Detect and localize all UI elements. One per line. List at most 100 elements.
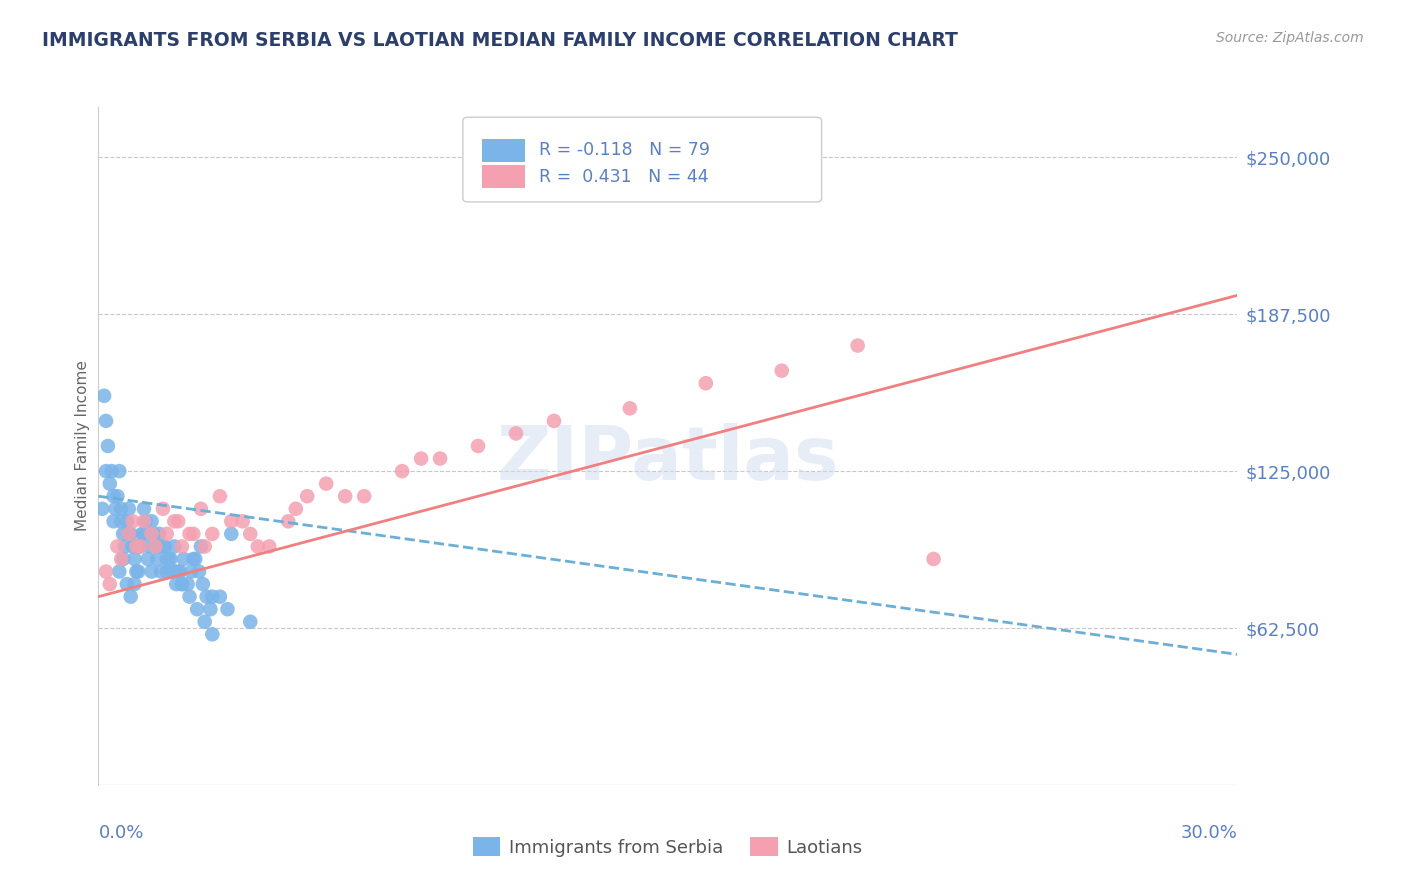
Point — [141, 565, 163, 579]
Point — [170, 577, 193, 591]
Point — [183, 527, 205, 541]
Point — [132, 527, 155, 541]
Point — [221, 527, 243, 541]
Point — [118, 527, 141, 541]
Point — [115, 577, 138, 591]
FancyBboxPatch shape — [482, 165, 526, 188]
Point — [335, 489, 357, 503]
Point — [186, 602, 208, 616]
Point — [97, 439, 120, 453]
Point — [391, 464, 413, 478]
Point — [188, 565, 211, 579]
Point — [429, 451, 451, 466]
Point — [98, 577, 121, 591]
Point — [159, 552, 181, 566]
Point — [107, 489, 129, 503]
Point — [194, 540, 217, 554]
Point — [115, 514, 138, 528]
Point — [129, 540, 152, 554]
Point — [93, 389, 115, 403]
Point — [152, 540, 174, 554]
Point — [201, 590, 224, 604]
Point — [922, 552, 945, 566]
Point — [259, 540, 281, 554]
Point — [103, 489, 125, 503]
Text: 0.0%: 0.0% — [98, 824, 143, 842]
Point — [246, 540, 269, 554]
Point — [163, 514, 186, 528]
Point — [114, 540, 136, 554]
Point — [846, 338, 869, 352]
Point — [91, 501, 114, 516]
Legend: Immigrants from Serbia, Laotians: Immigrants from Serbia, Laotians — [465, 830, 870, 864]
Point — [156, 565, 179, 579]
Text: ZIPatlas: ZIPatlas — [496, 423, 839, 496]
Point — [98, 476, 121, 491]
Point — [467, 439, 489, 453]
Point — [297, 489, 319, 503]
Point — [176, 577, 198, 591]
Point — [163, 540, 186, 554]
Point — [110, 514, 132, 528]
Point — [121, 514, 143, 528]
Point — [112, 552, 135, 566]
Point — [120, 590, 142, 604]
Point — [277, 514, 299, 528]
Point — [141, 527, 163, 541]
Point — [148, 540, 170, 554]
Point — [695, 376, 717, 391]
Point — [132, 501, 155, 516]
Point — [169, 565, 191, 579]
Point — [110, 552, 132, 566]
Point — [104, 501, 127, 516]
Text: R =  0.431   N = 44: R = 0.431 N = 44 — [538, 168, 709, 186]
FancyBboxPatch shape — [482, 138, 526, 162]
Point — [135, 514, 157, 528]
Point — [94, 565, 117, 579]
Point — [201, 627, 224, 641]
Point — [232, 514, 254, 528]
Point — [110, 501, 132, 516]
Point — [165, 577, 187, 591]
Point — [173, 552, 195, 566]
Point — [770, 364, 793, 378]
Y-axis label: Median Family Income: Median Family Income — [75, 360, 90, 532]
Point — [191, 577, 214, 591]
Point — [200, 602, 222, 616]
Point — [125, 565, 148, 579]
Point — [153, 540, 176, 554]
Point — [239, 615, 262, 629]
Point — [108, 464, 131, 478]
Point — [208, 590, 231, 604]
Point — [180, 565, 202, 579]
Point — [145, 540, 167, 554]
Point — [221, 514, 243, 528]
Point — [190, 501, 212, 516]
Point — [100, 464, 122, 478]
Point — [184, 552, 207, 566]
Point — [353, 489, 375, 503]
Text: R = -0.118   N = 79: R = -0.118 N = 79 — [538, 141, 710, 160]
Point — [163, 565, 186, 579]
Point — [108, 565, 131, 579]
Point — [208, 489, 231, 503]
Point — [201, 527, 224, 541]
Point — [543, 414, 565, 428]
Point — [150, 565, 173, 579]
Point — [136, 552, 159, 566]
Point — [129, 540, 152, 554]
Point — [142, 527, 165, 541]
Point — [167, 514, 190, 528]
Point — [146, 552, 169, 566]
Point — [127, 565, 149, 579]
Point — [195, 590, 218, 604]
Point — [239, 527, 262, 541]
Point — [127, 540, 149, 554]
Point — [619, 401, 641, 416]
Point — [121, 540, 143, 554]
Point — [124, 577, 146, 591]
Point — [125, 540, 148, 554]
Point — [315, 476, 337, 491]
FancyBboxPatch shape — [463, 117, 821, 202]
Text: 30.0%: 30.0% — [1181, 824, 1237, 842]
